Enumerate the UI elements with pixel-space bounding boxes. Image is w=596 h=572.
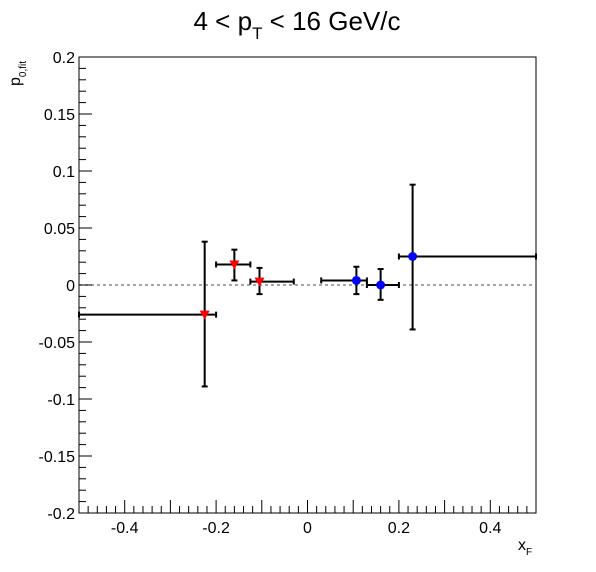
chart-title-main: 4 < p: [194, 6, 253, 36]
y-tick-label: -0.15: [39, 449, 76, 466]
y-tick-label: -0.2: [47, 506, 75, 523]
x-axis-label-sub: F: [526, 547, 532, 558]
y-tick-label: 0.2: [53, 50, 75, 67]
y-axis-label-sub: 0,fit: [18, 61, 29, 77]
y-tick-label: -0.05: [39, 335, 76, 352]
data-point-triangle: [199, 310, 210, 320]
x-axis-label-main: x: [518, 537, 526, 554]
y-tick-label: -0.1: [47, 392, 75, 409]
data-point-circle: [408, 252, 418, 261]
chart-title-sub: T: [252, 24, 262, 43]
data-point-triangle: [254, 277, 265, 287]
y-axis-label: p0,fit: [7, 61, 29, 86]
x-tick-label: -0.2: [202, 520, 230, 537]
x-tick-label: -0.4: [111, 520, 139, 537]
data-point-circle: [351, 275, 361, 285]
data-point-circle: [376, 280, 386, 290]
plot-layer: -0.4 -0.2 0 0.2 0.4 0.2 0.15 0.1 0.05 0 -0.05 -0.1 -…: [39, 50, 537, 537]
y-tick-label: 0.05: [44, 221, 75, 238]
chart-title-rest: < 16 GeV/c: [262, 6, 400, 36]
y-tick-label: 0.1: [53, 164, 75, 181]
y-tick-label: 0.15: [44, 107, 75, 124]
y-tick-label: 0: [66, 278, 75, 295]
x-axis-label: xF: [518, 537, 532, 558]
x-tick-label: 0: [303, 520, 312, 537]
y-axis-label-main: p: [7, 77, 24, 86]
data-point-triangle: [229, 260, 240, 270]
x-tick-label: 0.4: [479, 520, 501, 537]
x-tick-label: 0.2: [388, 520, 410, 537]
chart-title: 4 < pT < 16 GeV/c: [194, 6, 401, 43]
